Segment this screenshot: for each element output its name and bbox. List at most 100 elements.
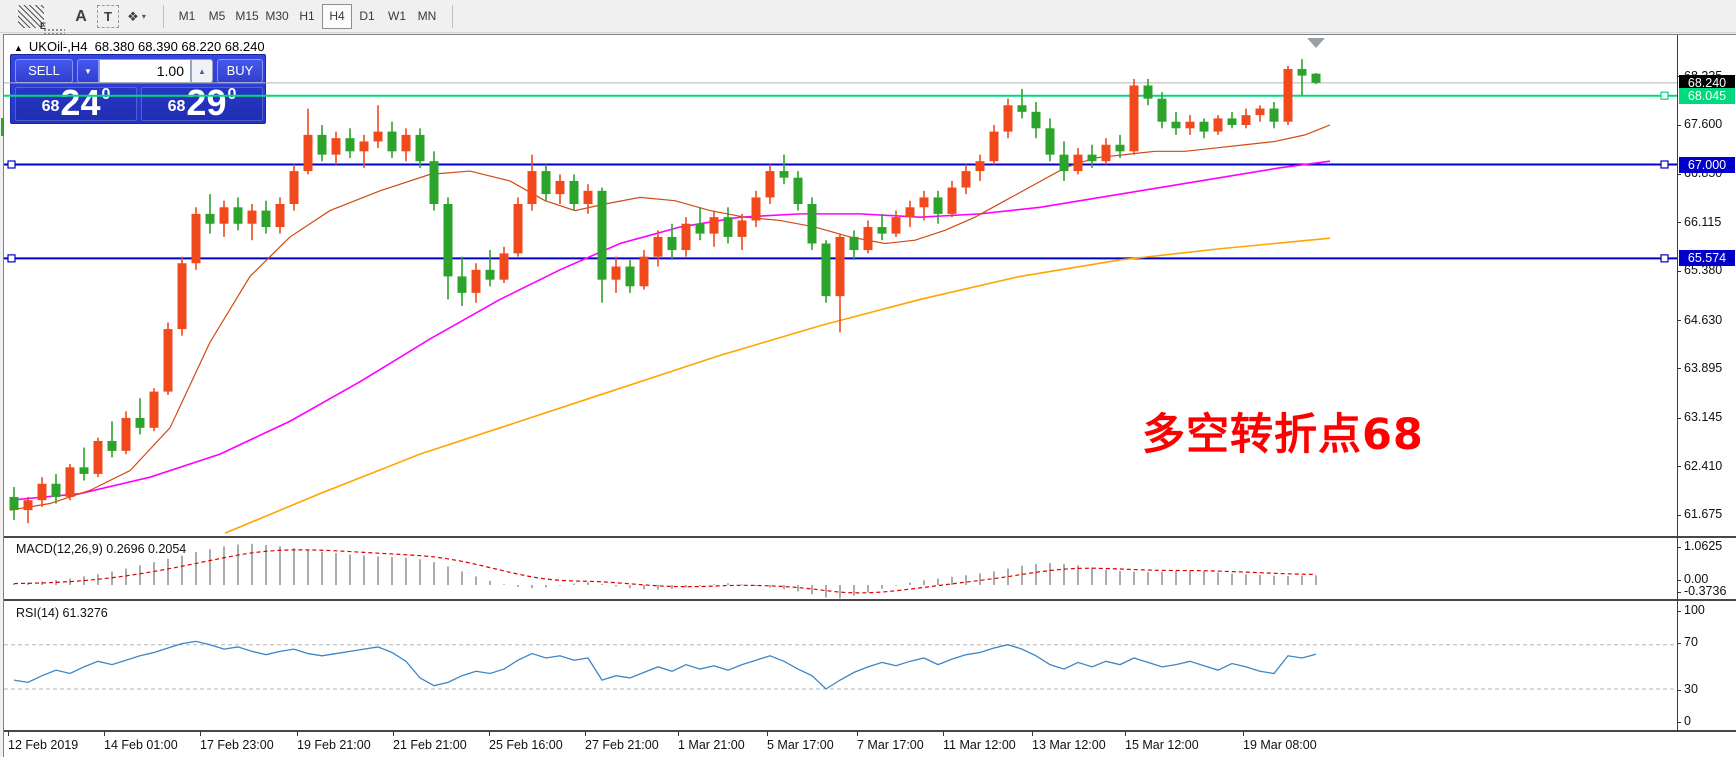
timeframe-button-m1[interactable]: M1 [178, 9, 196, 23]
time-axis-tick [767, 731, 768, 736]
price-axis-tick [1677, 368, 1681, 370]
time-axis-tick [8, 731, 9, 736]
price-badge-68.240: 68.240 [1679, 74, 1735, 91]
rsi-line [13, 640, 1317, 690]
time-axis-tick [104, 731, 105, 736]
rsi-label: RSI(14) 61.3276 [16, 606, 108, 620]
price-axis-line [1677, 35, 1678, 731]
macd-signal-line [13, 549, 1317, 594]
time-axis-label: 13 Mar 12:00 [1032, 738, 1106, 752]
macd-pane [13, 543, 1317, 599]
volume-decrease-button[interactable]: ▼ [77, 59, 99, 83]
rsi-axis-label: 30 [1684, 682, 1698, 696]
time-axis-label: 17 Feb 23:00 [200, 738, 274, 752]
chart-window [3, 34, 1736, 757]
buy-button[interactable]: BUY [217, 59, 263, 83]
line-handle[interactable] [7, 254, 16, 263]
symbol-period: UKOil-,H4 [28, 39, 88, 54]
timeframe-group: M1 M5 M15 M30 H1 H4 D1 W1 MN [172, 4, 442, 29]
toolbar-separator [163, 5, 164, 28]
line-handle[interactable] [7, 160, 16, 169]
rsi-pane [4, 640, 1677, 690]
time-axis-label: 1 Mar 21:00 [678, 738, 745, 752]
timeframe-button-d1[interactable]: D1 [359, 9, 375, 23]
time-axis-label: 25 Feb 16:00 [489, 738, 563, 752]
sell-price[interactable]: 68 24 0 [15, 85, 137, 121]
price-axis-label: 64.630 [1684, 312, 1723, 327]
macd-axis-label: -0.3736 [1684, 584, 1727, 598]
chart-shift-marker-icon[interactable] [1307, 38, 1325, 48]
time-axis-tick [1125, 731, 1126, 736]
buy-price[interactable]: 68 29 0 [141, 85, 263, 121]
timeframe-button-h1[interactable]: H1 [299, 9, 315, 23]
timeframe-button-h4[interactable]: H4 [322, 4, 352, 29]
volume-increase-button[interactable]: ▲ [191, 59, 213, 83]
time-axis-label: 19 Feb 21:00 [297, 738, 371, 752]
price-axis-label: 66.115 [1684, 214, 1722, 229]
price-axis-tick [1677, 320, 1681, 322]
time-axis-label: 5 Mar 17:00 [767, 738, 834, 752]
timeframe-button-m15[interactable]: M15 [235, 9, 259, 23]
price-badge-67.000: 67.000 [1679, 156, 1735, 173]
rsi-axis-label: 70 [1684, 635, 1698, 649]
indicators-hatch-icon[interactable]: E [18, 5, 46, 31]
chevron-down-icon: ▾ [141, 12, 147, 21]
toolbar-separator [452, 5, 453, 28]
main-chart-pane [4, 59, 1677, 534]
time-axis-label: 14 Feb 01:00 [104, 738, 178, 752]
ma-slow-line [224, 237, 1331, 534]
timeframe-button-w1[interactable]: W1 [388, 9, 406, 23]
objects-arrows-icon[interactable]: ❖ ▾ [127, 8, 147, 24]
price-axis-tick [1677, 124, 1681, 126]
time-axis-label: 21 Feb 21:00 [393, 738, 467, 752]
time-axis-label: 27 Feb 21:00 [585, 738, 659, 752]
chart-title: ▲ UKOil-,H4 68.380 68.390 68.220 68.240 [14, 39, 265, 54]
time-axis-tick [393, 731, 394, 736]
line-handle[interactable] [1660, 91, 1669, 100]
pane-separator[interactable] [4, 536, 1736, 538]
title-up-triangle-icon: ▲ [14, 43, 23, 53]
chart-text-annotation[interactable]: 多空转折点68 [1142, 410, 1424, 460]
one-click-trade-panel: SELL ▼ ▲ BUY 68 24 0 68 29 0 [10, 54, 266, 124]
time-axis-label: 11 Mar 12:00 [943, 738, 1016, 752]
time-axis-tick [1032, 731, 1033, 736]
macd-axis-tick [1677, 579, 1681, 581]
time-axis-label: 15 Mar 12:00 [1125, 738, 1199, 752]
line-handle[interactable] [1660, 254, 1669, 263]
time-axis-label: 19 Mar 08:00 [1243, 738, 1317, 752]
price-badge-65.574: 65.574 [1679, 250, 1735, 267]
timeframe-button-mn[interactable]: MN [417, 9, 437, 23]
time-axis-tick [200, 731, 201, 736]
pane-separator[interactable] [4, 730, 1736, 732]
text-a-icon[interactable]: A [75, 7, 87, 25]
textbox-t-icon[interactable]: T [97, 5, 119, 28]
macd-axis-label: 1.0625 [1684, 539, 1723, 553]
price-axis-tick [1677, 222, 1681, 224]
rsi-axis-tick [1677, 642, 1681, 644]
time-axis-label: 12 Feb 2019 [8, 738, 79, 752]
time-axis-tick [297, 731, 298, 736]
time-axis-label: 7 Mar 17:00 [857, 738, 924, 752]
edge-candle-fragment [1, 118, 4, 136]
price-axis-label: 65.380 [1684, 263, 1723, 278]
line-handle[interactable] [1660, 160, 1669, 169]
rsi-axis-tick [1677, 610, 1681, 612]
volume-input[interactable] [99, 59, 191, 83]
time-axis-tick [943, 731, 944, 736]
price-axis-tick [1677, 173, 1681, 175]
price-axis-tick [1677, 514, 1681, 516]
rsi-axis-tick [1677, 721, 1681, 723]
price-axis-label: 61.675 [1684, 507, 1723, 522]
ohlc-values: 68.380 68.390 68.220 68.240 [94, 39, 265, 54]
time-axis-tick [857, 731, 858, 736]
timeframe-button-m5[interactable]: M5 [208, 9, 226, 23]
macd-axis-tick [1677, 591, 1681, 593]
timeframe-button-m30[interactable]: M30 [265, 9, 289, 23]
price-axis-label: 63.145 [1684, 410, 1723, 425]
pane-separator[interactable] [4, 599, 1736, 601]
price-axis-label: 62.410 [1684, 458, 1723, 473]
macd-axis-tick [1677, 546, 1681, 548]
rsi-axis-label: 0 [1684, 714, 1691, 728]
